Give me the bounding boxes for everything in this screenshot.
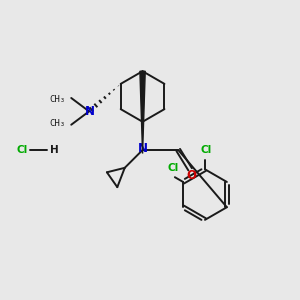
Text: N: N: [138, 142, 148, 155]
Text: Cl: Cl: [168, 163, 179, 173]
Text: N: N: [85, 105, 95, 118]
Text: Cl: Cl: [17, 145, 28, 155]
Text: Cl: Cl: [201, 146, 212, 155]
Text: O: O: [187, 169, 196, 182]
Polygon shape: [140, 71, 145, 154]
Text: CH₃: CH₃: [50, 95, 66, 104]
Text: H: H: [50, 145, 59, 155]
Text: CH₃: CH₃: [50, 119, 66, 128]
